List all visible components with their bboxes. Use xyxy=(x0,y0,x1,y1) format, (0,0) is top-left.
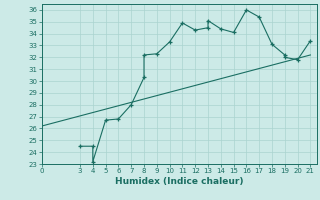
X-axis label: Humidex (Indice chaleur): Humidex (Indice chaleur) xyxy=(115,177,244,186)
